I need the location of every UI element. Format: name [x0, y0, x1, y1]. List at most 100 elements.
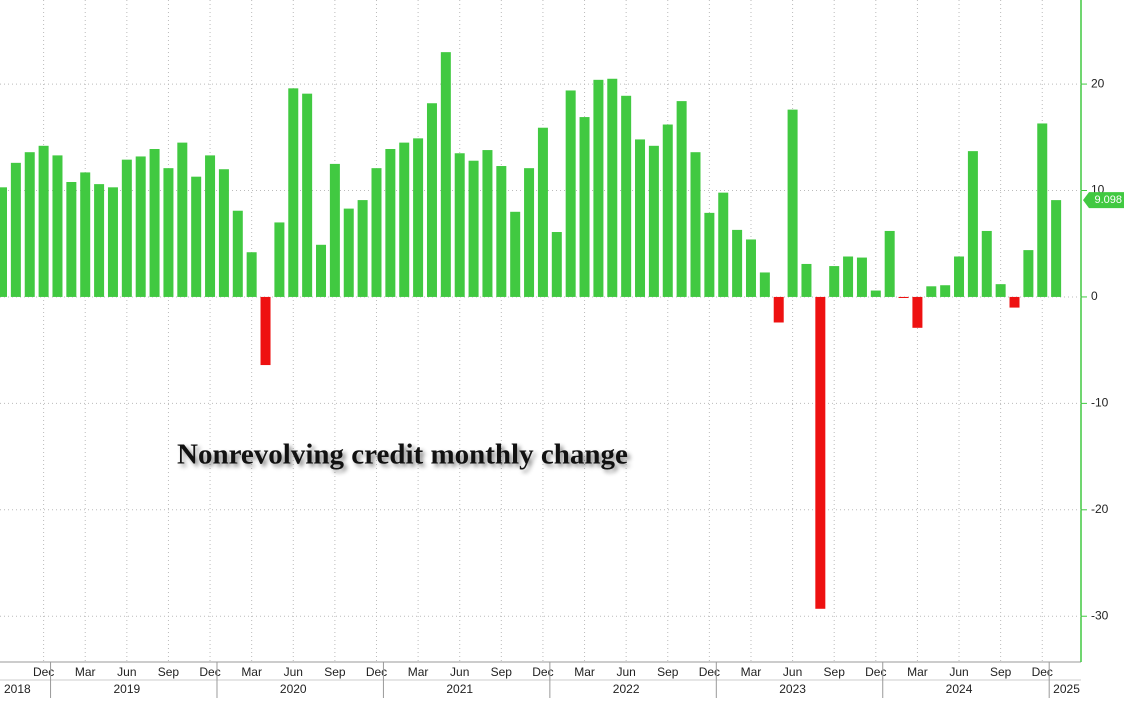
bar	[829, 266, 840, 297]
bar	[510, 211, 521, 297]
bar	[579, 117, 590, 297]
bar	[454, 153, 465, 297]
bar	[274, 222, 285, 297]
bar	[1051, 200, 1062, 297]
x-tick-label: Mar	[408, 665, 429, 679]
bar	[288, 88, 299, 297]
year-label: 2024	[946, 682, 973, 696]
x-tick-label: Dec	[199, 665, 220, 679]
bar	[759, 272, 770, 297]
year-label: 2021	[446, 682, 473, 696]
bar	[24, 152, 35, 297]
bar	[732, 229, 743, 297]
bar	[107, 187, 118, 297]
bar	[690, 152, 701, 297]
bar	[635, 139, 646, 297]
x-tick-label: Mar	[907, 665, 928, 679]
bar	[482, 150, 493, 297]
y-tick-label: -30	[1091, 608, 1109, 622]
bar	[662, 124, 673, 297]
bar	[884, 230, 895, 297]
bar	[343, 208, 354, 297]
bar	[704, 212, 715, 297]
bar	[648, 145, 659, 297]
bar	[940, 285, 951, 297]
x-tick-label: Jun	[783, 665, 802, 679]
x-tick-label: Sep	[824, 665, 846, 679]
x-tick-label: Mar	[75, 665, 96, 679]
y-tick-label: 0	[1091, 289, 1098, 303]
x-tick-label: Dec	[33, 665, 54, 679]
bar	[773, 296, 784, 323]
bar	[316, 244, 327, 297]
bar	[607, 78, 618, 297]
x-tick-label: Dec	[699, 665, 720, 679]
x-tick-label: Dec	[1032, 665, 1053, 679]
x-tick-label: Dec	[532, 665, 553, 679]
year-label: 2018	[4, 682, 31, 696]
y-tick-label: -10	[1091, 396, 1109, 410]
bar	[870, 290, 881, 297]
bar	[856, 257, 867, 297]
last-value-badge	[1083, 192, 1124, 209]
bar	[0, 187, 7, 297]
bar	[246, 252, 257, 297]
year-label: 2025	[1053, 682, 1080, 696]
x-tick-label: Mar	[741, 665, 762, 679]
bar	[135, 156, 146, 297]
bar	[787, 109, 798, 297]
bar	[954, 256, 965, 297]
bar	[815, 296, 826, 609]
bar	[898, 296, 909, 299]
bar	[413, 138, 424, 297]
annotation: Nonrevolving credit monthly change	[177, 439, 628, 471]
bar	[524, 168, 535, 297]
bar	[912, 296, 923, 328]
y-tick-label: 20	[1091, 76, 1105, 90]
bar	[80, 172, 91, 297]
bar	[399, 142, 410, 297]
last-value-label: 9.098	[1094, 194, 1122, 206]
bar	[843, 256, 854, 297]
x-tick-label: Dec	[865, 665, 886, 679]
year-label: 2022	[613, 682, 640, 696]
bar	[205, 155, 216, 297]
bar	[995, 284, 1006, 297]
bar	[981, 230, 992, 297]
bar	[177, 142, 188, 297]
bar	[468, 160, 479, 297]
year-label: 2019	[113, 682, 140, 696]
x-tick-label: Sep	[657, 665, 679, 679]
bar	[593, 79, 604, 297]
bar	[94, 184, 105, 297]
x-tick-label: Sep	[491, 665, 513, 679]
bar	[1037, 123, 1048, 297]
x-tick-label: Jun	[949, 665, 968, 679]
bar	[676, 101, 687, 297]
y-tick-label: -20	[1091, 502, 1109, 516]
bar	[38, 145, 49, 297]
bar	[496, 166, 507, 297]
bar	[1009, 296, 1020, 308]
bar	[302, 93, 313, 297]
bar	[801, 263, 812, 297]
bar	[385, 149, 396, 297]
x-tick-label: Jun	[616, 665, 635, 679]
bar	[260, 296, 271, 366]
bar	[232, 210, 243, 297]
x-tick-label: Sep	[990, 665, 1012, 679]
x-tick-label: Jun	[284, 665, 303, 679]
bar	[718, 192, 729, 297]
bar	[66, 181, 77, 297]
x-tick-label: Sep	[158, 665, 180, 679]
bar	[371, 168, 382, 297]
bar	[357, 200, 368, 297]
bar	[565, 90, 576, 297]
x-tick-label: Jun	[117, 665, 136, 679]
year-label: 2023	[779, 682, 806, 696]
bar	[10, 162, 21, 297]
bar	[621, 95, 632, 297]
x-tick-label: Dec	[366, 665, 387, 679]
bar	[967, 151, 978, 297]
